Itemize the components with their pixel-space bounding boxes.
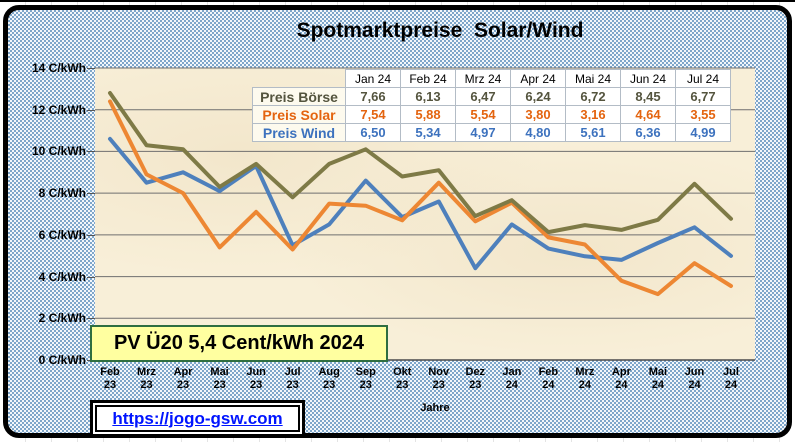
table-col-header: Jul 24 [675,69,731,88]
x-axis-label: Aug 23 [318,366,340,391]
y-axis-label: 6 C/kWh [38,227,86,242]
x-axis-label: Jun 24 [684,366,705,391]
table-col-header: Feb 24 [400,69,456,88]
y-axis-label: 8 C/kWh [38,186,86,201]
y-axis-label: 4 C/kWh [38,269,86,284]
y-axis-tick [87,234,95,236]
table-col-header: Jun 24 [620,69,676,88]
table-cell: 6,77 [675,87,731,106]
y-axis-label: 0 C/kWh [38,353,86,367]
table-cell: 8,45 [620,87,676,106]
table-cell: 6,24 [510,87,566,106]
y-axis-tick [87,68,95,69]
table-col-header: Jan 24 [345,69,401,88]
table-cell: 6,47 [455,87,511,106]
table-cell: 5,34 [400,123,456,142]
series-label-wind: Preis Wind [252,123,346,142]
price-table: Jan 24 Feb 24 Mrz 24 Apr 24 Mai 24 Jun 24 Jul … [252,69,731,142]
y-axis-tick [87,109,95,111]
table-cell: 7,66 [345,87,401,106]
x-axis-label: Nov 23 [428,366,450,391]
series-label-boerse: Preis Börse [252,87,346,106]
table-row: Preis Wind 6,50 5,34 4,97 4,80 5,61 6,36 4,99 [252,123,731,142]
annotation-text: PV Ü20 5,4 Cent/kWh 2024 [113,332,365,354]
x-axis-label: Mrz 24 [575,366,595,391]
x-axis-label: Feb 24 [538,366,559,391]
x-axis-label: Apr 23 [173,366,193,391]
table-cell: 6,50 [345,123,401,142]
table-cell: 7,54 [345,105,401,124]
x-axis-label: Mai 24 [648,366,668,391]
series-line-boerse [108,91,733,235]
x-axis-label: Dez 23 [465,366,486,391]
table-corner-cell [253,70,346,88]
annotation-box: PV Ü20 5,4 Cent/kWh 2024 [90,325,388,362]
table-cell: 5,54 [455,105,511,124]
table-col-header: Mai 24 [565,69,621,88]
y-axis-tick [87,151,95,153]
x-axis-label: Apr 24 [611,366,631,391]
table-col-header: Apr 24 [510,69,566,88]
website-link[interactable]: https://jogo-gsw.com [112,408,283,428]
x-axis-label: Jul 23 [284,366,301,391]
data-table: Jan 24 Feb 24 Mrz 24 Apr 24 Mai 24 Jun 24 Jul … [252,69,731,142]
x-axis-label: Jul 24 [723,366,739,391]
x-axis-title: Jahre [420,402,450,414]
x-axis-label: Jun 23 [246,366,266,391]
table-cell: 6,13 [400,87,456,106]
table-row: Preis Solar 7,54 5,88 5,54 3,80 3,16 4,64 3,55 [252,105,731,124]
x-axis-label: Sep 23 [355,366,376,391]
table-cell: 3,80 [510,105,566,124]
x-axis-label: Mrz 23 [137,366,156,391]
table-cell: 6,36 [620,123,676,142]
table-cell: 3,55 [675,105,731,124]
x-axis-label: Jan 24 [502,366,522,391]
y-axis-label: 10 C/kWh [31,144,86,159]
table-cell: 5,88 [400,105,456,124]
table-cell: 4,99 [675,123,731,142]
series-line-wind [108,136,733,271]
table-cell: 3,16 [565,105,621,124]
y-axis-tick [87,276,95,278]
y-axis-label: 12 C/kWh [31,102,86,117]
series-label-solar: Preis Solar [252,105,346,124]
y-axis-tick [87,318,95,320]
chart-title: Spotmarktpreise Solar/Wind [296,19,584,42]
table-row: Preis Börse 7,66 6,13 6,47 6,24 6,72 8,45 6,77 [252,87,731,106]
table-cell: 5,61 [565,123,621,142]
link-box: https://jogo-gsw.com [90,400,305,437]
series-line-solar [108,99,733,297]
sheet-top-border [0,0,795,2]
table-cell: 4,64 [620,105,676,124]
y-axis-tick [87,193,95,195]
y-axis-label: 2 C/kWh [38,311,86,326]
x-axis-label: Feb 23 [100,366,120,391]
table-cell: 6,72 [565,87,621,106]
table-col-header: Mrz 24 [455,69,511,88]
x-axis-label: Okt 23 [393,366,412,391]
table-cell: 4,80 [510,123,566,142]
x-axis-label: Mai 23 [210,366,229,391]
y-axis-label: 14 C/kWh [31,61,86,75]
table-cell: 4,97 [455,123,511,142]
